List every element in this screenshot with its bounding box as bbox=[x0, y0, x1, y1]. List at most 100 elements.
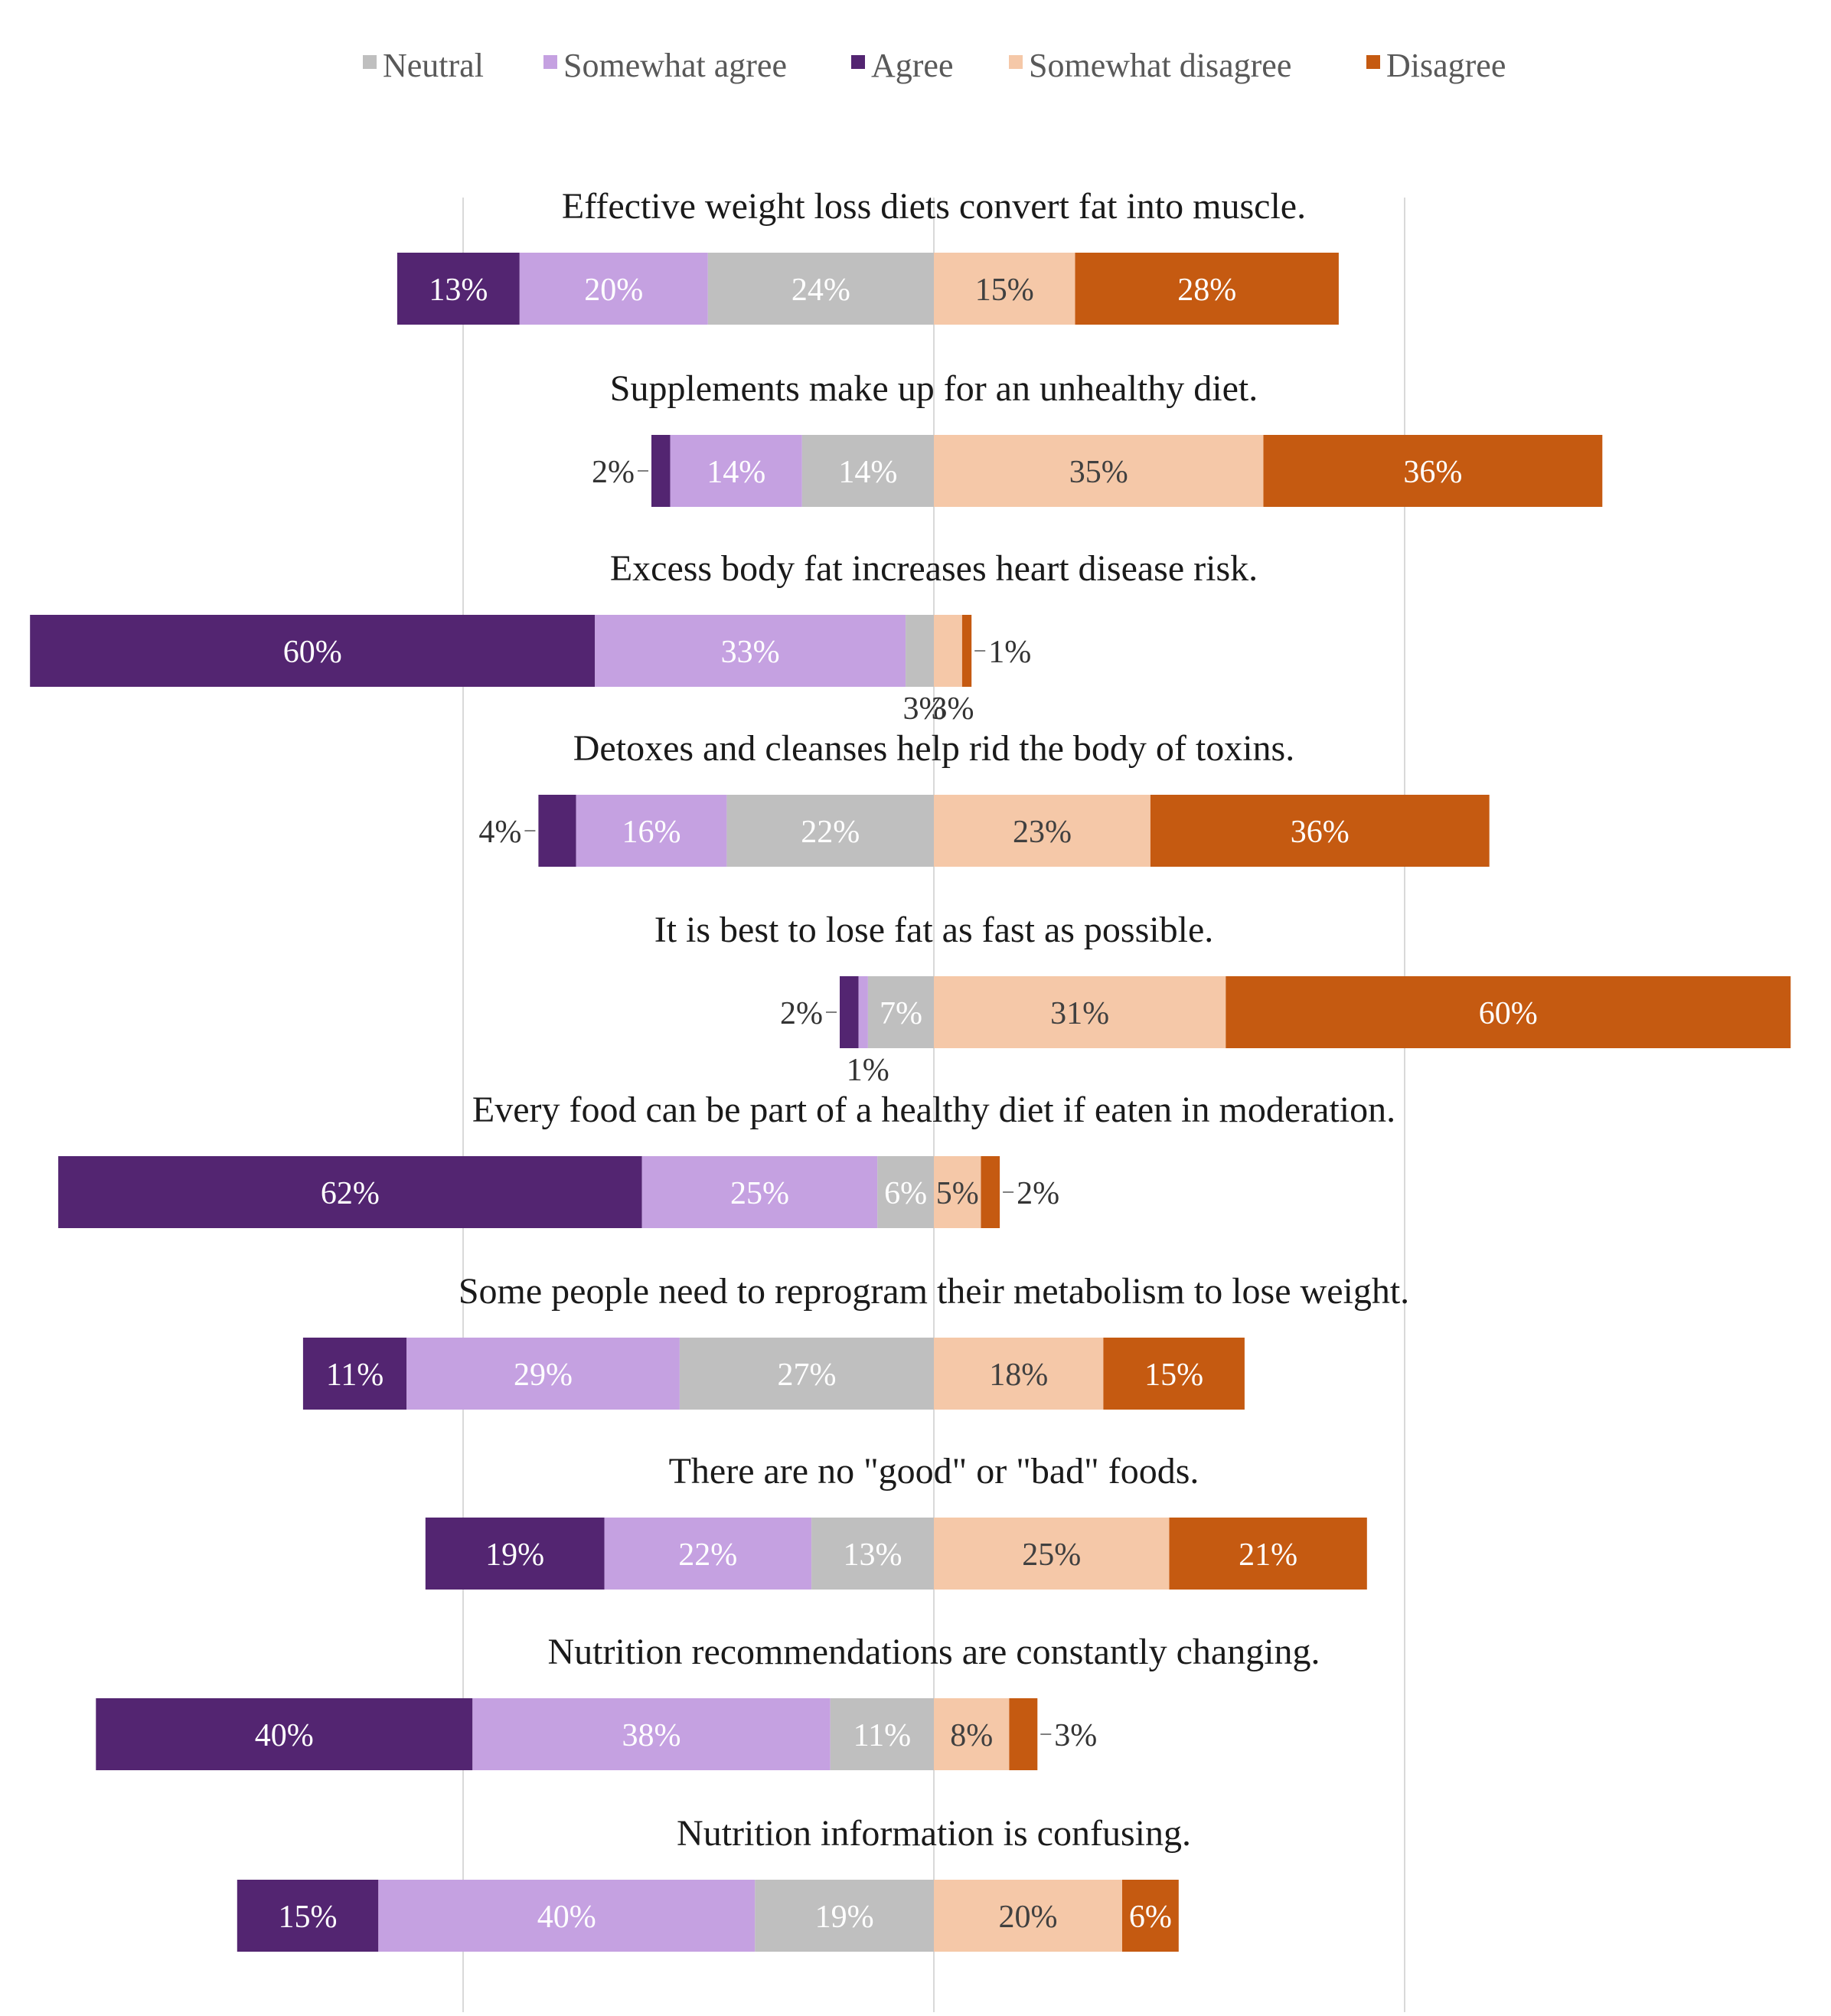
statement-row: Nutrition information is confusing. 15% 40… bbox=[237, 1813, 1191, 1952]
bar-segment-agree bbox=[237, 1880, 379, 1952]
data-label: 14% bbox=[838, 455, 897, 490]
legend-item-neutral: Neutral bbox=[363, 47, 484, 84]
statement-label: Detoxes and cleanses help rid the body o… bbox=[573, 728, 1294, 769]
legend-label: Neutral bbox=[383, 47, 484, 84]
data-label: 35% bbox=[1069, 455, 1128, 490]
bar-segment-somewhat_disagree bbox=[934, 976, 1226, 1048]
data-label: 2% bbox=[780, 996, 823, 1031]
bar-segment-somewhat_disagree bbox=[934, 1698, 1010, 1770]
statement-label: Nutrition recommendations are constantly… bbox=[547, 1632, 1320, 1672]
legend-item-somewhat_agree: Somewhat agree bbox=[543, 47, 787, 84]
bar-segment-somewhat_disagree bbox=[934, 1338, 1104, 1410]
statement-label: Some people need to reprogram their meta… bbox=[459, 1271, 1409, 1312]
bar-segment-somewhat_agree bbox=[378, 1880, 756, 1952]
bar-segment-disagree bbox=[1103, 1338, 1245, 1410]
data-label: 15% bbox=[279, 1900, 338, 1935]
statement-row: Effective weight loss diets convert fat … bbox=[397, 186, 1339, 325]
legend-swatch bbox=[543, 55, 557, 69]
data-label: 6% bbox=[1129, 1900, 1172, 1935]
bar-segment-agree bbox=[651, 435, 671, 507]
data-label: 31% bbox=[1050, 996, 1109, 1031]
data-label: 15% bbox=[1144, 1358, 1203, 1393]
bar-segment-somewhat_disagree bbox=[934, 253, 1075, 325]
bar-segment-disagree bbox=[981, 1156, 1000, 1228]
data-label: 7% bbox=[880, 996, 922, 1031]
data-label: 21% bbox=[1239, 1537, 1297, 1573]
legend-swatch bbox=[1366, 55, 1380, 69]
statement-row: It is best to lose fat as fast as possib… bbox=[654, 910, 1791, 1088]
bar-segment-disagree bbox=[1009, 1698, 1038, 1770]
data-label: 3% bbox=[1054, 1718, 1097, 1753]
data-label: 18% bbox=[989, 1358, 1048, 1393]
data-label: 27% bbox=[777, 1358, 836, 1393]
bar-segment-agree bbox=[425, 1518, 605, 1590]
data-label: 25% bbox=[730, 1176, 789, 1211]
data-label: 36% bbox=[1291, 815, 1350, 850]
data-label: 8% bbox=[950, 1718, 993, 1753]
bar-segment-somewhat_disagree bbox=[934, 795, 1150, 867]
bar-segment-agree bbox=[397, 253, 520, 325]
data-label: 60% bbox=[283, 635, 342, 670]
legend-swatch bbox=[1009, 55, 1023, 69]
bar-segment-disagree bbox=[1169, 1518, 1367, 1590]
data-label: 1% bbox=[988, 635, 1031, 670]
legend-item-agree: Agree bbox=[851, 47, 954, 84]
data-label: 1% bbox=[847, 1053, 889, 1088]
data-label: 3% bbox=[903, 691, 946, 727]
data-label: 3% bbox=[931, 691, 974, 727]
data-label: 5% bbox=[936, 1176, 979, 1211]
bar-segment-disagree bbox=[1150, 795, 1490, 867]
data-label: 40% bbox=[537, 1900, 596, 1935]
bar-segment-neutral bbox=[801, 435, 934, 507]
statement-row: Nutrition recommendations are constantly… bbox=[96, 1632, 1320, 1770]
statement-row: Supplements make up for an unhealthy die… bbox=[592, 368, 1603, 507]
legend-swatch bbox=[851, 55, 865, 69]
bar-segment-somewhat_agree bbox=[858, 976, 868, 1048]
legend-label: Agree bbox=[871, 47, 954, 84]
data-label: 24% bbox=[791, 273, 850, 308]
data-label: 2% bbox=[592, 455, 635, 490]
statement-row: Excess body fat increases heart disease … bbox=[30, 548, 1258, 727]
legend-item-somewhat_disagree: Somewhat disagree bbox=[1009, 47, 1291, 84]
bars: Effective weight loss diets convert fat … bbox=[30, 186, 1791, 1952]
bar-segment-agree bbox=[30, 615, 596, 687]
bar-segment-somewhat_agree bbox=[406, 1338, 680, 1410]
statement-row: Detoxes and cleanses help rid the body o… bbox=[478, 728, 1490, 867]
data-label: 20% bbox=[584, 273, 643, 308]
data-label: 4% bbox=[478, 815, 521, 850]
statement-row: Some people need to reprogram their meta… bbox=[302, 1271, 1409, 1410]
data-label: 33% bbox=[721, 635, 780, 670]
legend-label: Somewhat agree bbox=[563, 47, 787, 84]
bar-segment-agree bbox=[538, 795, 576, 867]
data-label: 20% bbox=[999, 1900, 1058, 1935]
bar-segment-neutral bbox=[906, 615, 934, 687]
bar-segment-neutral bbox=[830, 1698, 934, 1770]
data-label: 29% bbox=[514, 1358, 573, 1393]
bar-segment-somewhat_disagree bbox=[934, 1518, 1170, 1590]
statement-label: Excess body fat increases heart disease … bbox=[610, 548, 1258, 589]
legend-label: Somewhat disagree bbox=[1029, 47, 1291, 84]
bar-segment-agree bbox=[58, 1156, 642, 1228]
bar-segment-somewhat_agree bbox=[472, 1698, 831, 1770]
data-label: 14% bbox=[707, 455, 765, 490]
statement-row: There are no "good" or "bad" foods. 19% 22… bbox=[425, 1451, 1367, 1590]
bar-segment-agree bbox=[840, 976, 859, 1048]
data-label: 2% bbox=[1017, 1176, 1059, 1211]
bar-segment-disagree bbox=[961, 615, 972, 687]
bar-segment-agree bbox=[302, 1338, 407, 1410]
legend-item-disagree: Disagree bbox=[1366, 47, 1506, 84]
bar-segment-somewhat_agree bbox=[641, 1156, 878, 1228]
data-label: 25% bbox=[1022, 1537, 1081, 1573]
legend-label: Disagree bbox=[1386, 47, 1506, 84]
bar-segment-somewhat_agree bbox=[670, 435, 802, 507]
bar-segment-somewhat_agree bbox=[595, 615, 906, 687]
data-label: 40% bbox=[255, 1718, 314, 1753]
bar-segment-somewhat_agree bbox=[604, 1518, 812, 1590]
data-label: 13% bbox=[844, 1537, 902, 1573]
bar-segment-neutral bbox=[755, 1880, 934, 1952]
bar-segment-disagree bbox=[1263, 435, 1603, 507]
bar-segment-disagree bbox=[1122, 1880, 1179, 1952]
data-label: 19% bbox=[815, 1900, 874, 1935]
bar-segment-neutral bbox=[811, 1518, 934, 1590]
bar-segment-somewhat_disagree bbox=[934, 435, 1264, 507]
